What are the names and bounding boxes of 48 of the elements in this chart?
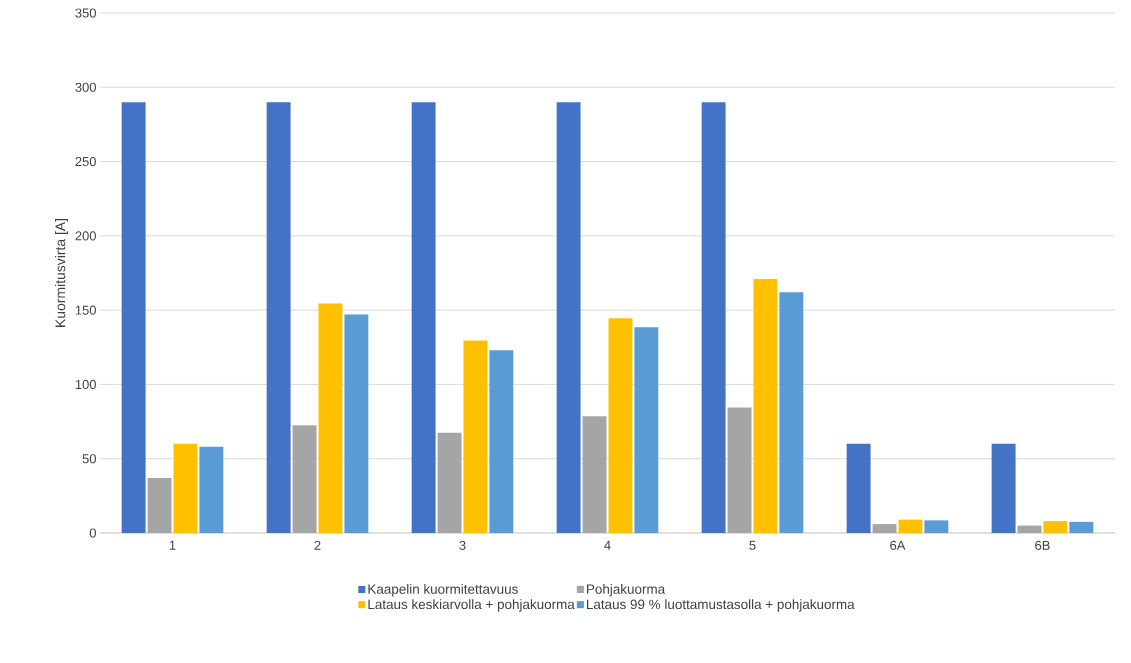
x-tick-label: 2 [314, 540, 321, 550]
x-tick-label: 4 [604, 540, 611, 550]
bar [292, 425, 317, 533]
y-tick-label: 0 [89, 528, 96, 538]
y-tick-label: 200 [75, 231, 96, 241]
y-tick-label: 300 [75, 82, 96, 92]
legend-label: Lataus keskiarvolla + pohjakuorma [368, 599, 575, 612]
bar [556, 102, 581, 533]
bar [846, 443, 871, 533]
bar [634, 327, 659, 533]
x-tick-label: 6A [890, 540, 906, 550]
bar [872, 524, 897, 533]
legend-label: Kaapelin kuormitettavuus [368, 583, 518, 597]
bar [463, 340, 488, 533]
bar [411, 102, 436, 533]
bar [701, 102, 726, 533]
y-tick-label: 350 [75, 8, 96, 18]
y-tick-label: 150 [75, 305, 96, 315]
bar [991, 443, 1016, 533]
y-axis-title: Kuormitusvirta [A] [55, 218, 69, 327]
bar [1069, 521, 1094, 533]
bar [344, 314, 369, 533]
bar [924, 520, 949, 533]
bar [753, 278, 778, 533]
bar [608, 318, 633, 533]
bar [779, 292, 804, 533]
x-tick-label: 3 [459, 540, 466, 550]
y-tick-label: 50 [82, 454, 96, 464]
bar [318, 303, 343, 533]
bar [898, 519, 923, 533]
bar [727, 407, 752, 533]
bar [489, 350, 514, 533]
bar [1017, 525, 1042, 533]
x-tick-label: 6B [1035, 540, 1050, 550]
bar [437, 432, 462, 533]
x-tick-label: 5 [749, 540, 756, 550]
bar [147, 478, 172, 533]
legend-label: Lataus 99 % luottamustasolla + pohjakuorma [587, 599, 855, 612]
y-tick-label: 100 [75, 379, 96, 390]
bar [199, 446, 224, 533]
bar [121, 102, 146, 533]
bar [266, 102, 291, 533]
bar [173, 443, 198, 533]
legend-label: Pohjakuorma [587, 583, 666, 597]
y-tick-label: 250 [75, 156, 96, 167]
x-tick-label: 1 [169, 540, 176, 550]
bar [582, 416, 607, 533]
bar [1043, 521, 1068, 533]
